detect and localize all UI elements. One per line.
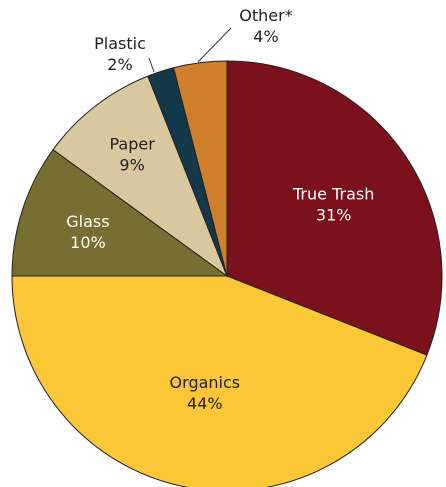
slice-organics: [11, 275, 428, 487]
slice-value-other: 4%: [253, 27, 278, 46]
slice-label-organics: Organics: [170, 373, 241, 392]
slice-label-plastic: Plastic: [94, 34, 146, 53]
slice-value-paper: 9%: [119, 156, 144, 175]
slice-labels: True Trash 31% Organics 44% Glass 10% Paper 9% P…: [66, 6, 374, 413]
slice-label-true-trash: True Trash: [292, 184, 374, 203]
slice-label-glass: Glass: [66, 212, 109, 231]
slice-value-glass: 10%: [70, 233, 106, 252]
slice-value-organics: 44%: [187, 394, 223, 413]
slice-other: [172, 60, 228, 277]
slice-paper: [52, 75, 229, 278]
slice-true-trash: [226, 60, 443, 356]
leader-line-other: [197, 27, 232, 63]
leader-line-plastic: [148, 57, 155, 73]
slice-label-other: Other*: [239, 6, 292, 25]
slice-value-true-trash: 31%: [316, 205, 352, 224]
slice-value-plastic: 2%: [107, 55, 132, 74]
pie-slices: [11, 60, 443, 487]
leader-lines: [148, 27, 232, 73]
slice-label-paper: Paper: [109, 135, 155, 154]
slice-glass: [11, 148, 229, 277]
